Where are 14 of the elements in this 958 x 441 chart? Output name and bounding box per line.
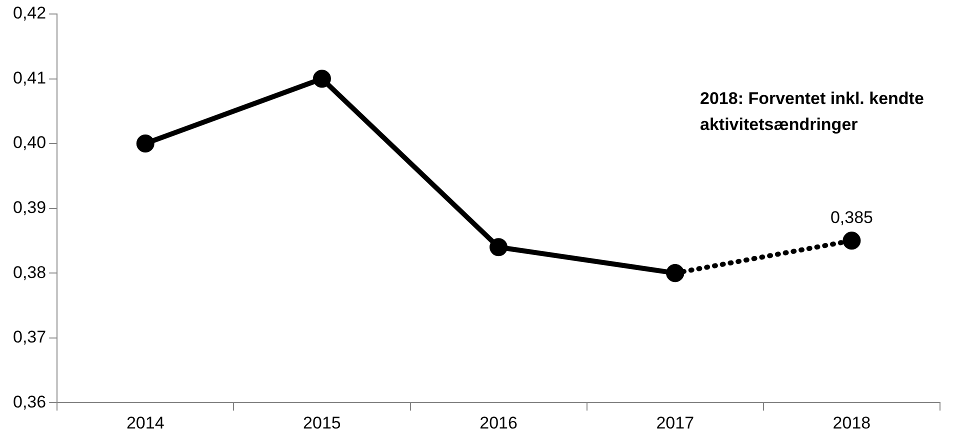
annotation: 2018: Forventet inkl. kendte aktivitetsændringer [700,88,925,136]
y-tick-label: 0,36 [12,392,46,412]
x-tick-label: 2014 [126,413,164,432]
y-tick-label: 0,41 [12,68,46,88]
data-label: 0,385 [830,208,873,227]
x-tick-label: 2016 [480,413,518,432]
y-tick-label: 0,37 [12,328,46,347]
y-tick-label: 0,39 [12,198,46,217]
x-tick-label: 2015 [303,413,341,432]
x-tick-label: 2018 [832,413,871,432]
y-tick-label: 0,38 [12,262,46,282]
y-tick-label: 0,42 [12,4,46,23]
x-tick-label: 2017 [656,413,694,432]
y-tick-label: 0,40 [12,133,46,152]
